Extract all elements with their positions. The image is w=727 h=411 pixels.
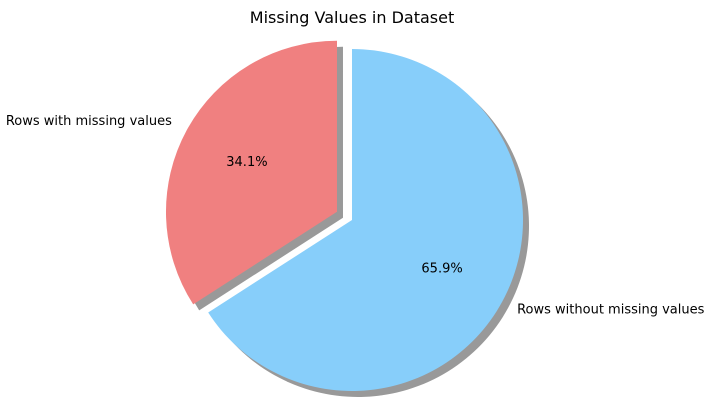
slice-label-rows-with-missing-values: Rows with missing values [6, 114, 172, 129]
percent-label-rows-with-missing-values: 34.1% [226, 155, 267, 170]
pie-slices [165, 40, 523, 391]
pie-slice-rows-with-missing-values [165, 40, 337, 305]
percent-label-rows-without-missing-values: 65.9% [421, 262, 462, 277]
chart-title: Missing Values in Dataset [250, 8, 454, 27]
slice-labels: 34.1% Rows with missing values 65.9% Rows w… [6, 114, 705, 317]
slice-label-rows-without-missing-values: Rows without missing values [517, 303, 705, 318]
pie-slice-rows-without-missing-values [208, 49, 523, 391]
